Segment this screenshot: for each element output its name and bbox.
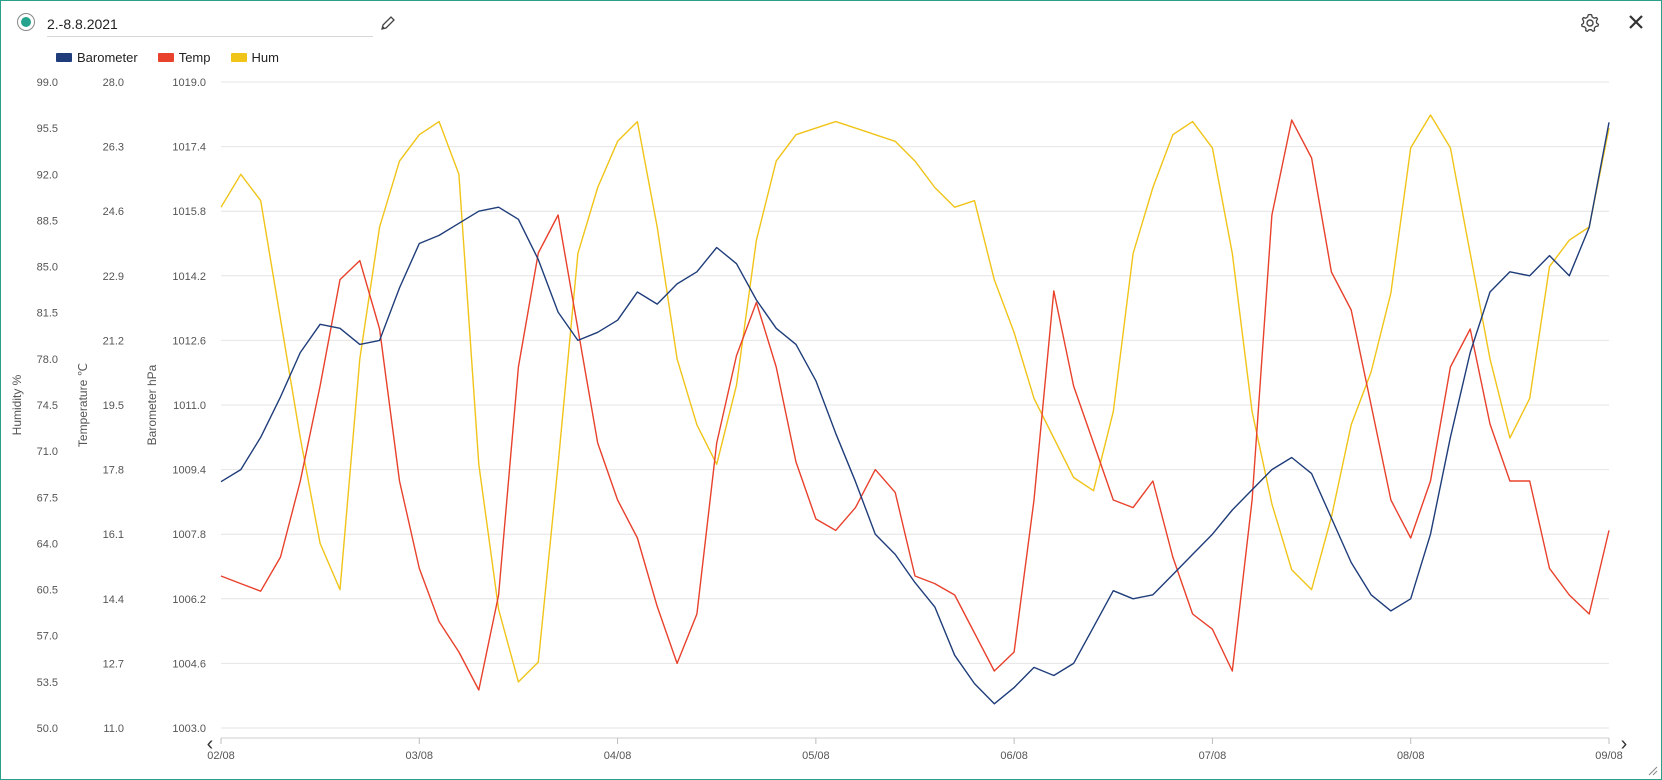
x-tick-label: 08/08 [1397, 750, 1425, 762]
legend-item-hum[interactable]: Hum [230, 49, 279, 65]
baro-tick-label: 1009.4 [172, 465, 206, 477]
temp-tick-label: 24.6 [103, 206, 124, 218]
temp-tick-label: 22.9 [103, 271, 124, 283]
resize-handle-icon[interactable] [1648, 766, 1658, 776]
hum-tick-label: 99.0 [37, 77, 58, 89]
legend-swatch-temp [157, 52, 174, 62]
x-tick-label: 07/08 [1199, 750, 1227, 762]
legend-item-temp[interactable]: Temp [157, 49, 211, 65]
series-line-barometer [220, 122, 1610, 705]
baro-tick-label: 1007.8 [172, 529, 206, 541]
temp-tick-label: 26.3 [103, 142, 124, 154]
hum-tick-label: 92.0 [37, 169, 58, 181]
hum-tick-label: 88.5 [37, 215, 58, 227]
series-line-hum [220, 114, 1610, 683]
baro-tick-label: 1012.6 [172, 335, 206, 347]
temp-tick-label: 21.2 [103, 335, 124, 347]
x-tick-label: 02/08 [207, 750, 235, 762]
hum-tick-label: 60.5 [37, 585, 58, 597]
x-tick-label: 04/08 [604, 750, 632, 762]
temp-tick-label: 16.1 [103, 529, 124, 541]
x-tick-label: 03/08 [406, 750, 434, 762]
hum-tick-label: 64.0 [37, 538, 58, 550]
hum-tick-label: 78.0 [37, 354, 58, 366]
legend-item-barometer[interactable]: Barometer [56, 50, 138, 65]
close-icon[interactable] [1626, 12, 1646, 32]
pencil-icon[interactable] [379, 14, 397, 32]
chevron-right-icon[interactable]: › [1620, 733, 1628, 755]
hum-tick-label: 85.0 [37, 262, 58, 274]
temp-tick-label: 14.4 [103, 594, 124, 606]
hum-tick-label: 74.5 [37, 400, 58, 412]
hum-axis-title: Humidity % [10, 374, 24, 435]
baro-tick-label: 1019.0 [172, 77, 206, 89]
temp-axis-title: Temperature ℃ [76, 363, 90, 447]
baro-tick-label: 1017.4 [172, 142, 206, 154]
hum-tick-label: 81.5 [37, 308, 58, 320]
chart-title-input[interactable] [47, 12, 373, 37]
hum-tick-label: 67.5 [37, 492, 58, 504]
status-dot-icon[interactable] [17, 13, 35, 31]
legend-label-barometer: Barometer [77, 49, 138, 65]
baro-axis-title: Barometer hPa [145, 364, 159, 445]
hum-tick-label: 95.5 [37, 123, 58, 135]
toolbar [1, 1, 1661, 45]
x-tick-label: 05/08 [802, 750, 830, 762]
temp-tick-label: 28.0 [103, 77, 124, 89]
temp-tick-label: 17.8 [103, 465, 124, 477]
legend-swatch-hum [230, 52, 247, 62]
baro-tick-label: 1011.0 [173, 400, 206, 412]
baro-tick-label: 1006.2 [172, 594, 206, 606]
baro-tick-label: 1014.2 [172, 271, 206, 283]
legend-swatch-barometer [56, 52, 72, 62]
series-line-temp [220, 119, 1610, 691]
temp-tick-label: 11.0 [103, 723, 124, 735]
temp-tick-label: 12.7 [103, 658, 124, 670]
chart-legend: Barometer Temp Hum [56, 48, 299, 66]
x-tick-label: 06/08 [1000, 750, 1028, 762]
hum-tick-label: 50.0 [37, 723, 58, 735]
baro-tick-label: 1015.8 [172, 206, 206, 218]
hum-tick-label: 57.0 [37, 631, 58, 643]
baro-tick-label: 1003.0 [172, 723, 206, 735]
baro-tick-label: 1004.6 [172, 658, 206, 670]
legend-label-temp: Temp [178, 49, 211, 65]
hum-tick-label: 71.0 [37, 446, 58, 458]
x-tick-label: 09/08 [1595, 750, 1623, 762]
legend-label-hum: Hum [251, 49, 279, 65]
temp-tick-label: 19.5 [103, 400, 124, 412]
gear-icon[interactable] [1579, 12, 1601, 34]
chevron-left-icon[interactable]: ‹ [206, 733, 214, 755]
hum-tick-label: 53.5 [37, 677, 58, 689]
